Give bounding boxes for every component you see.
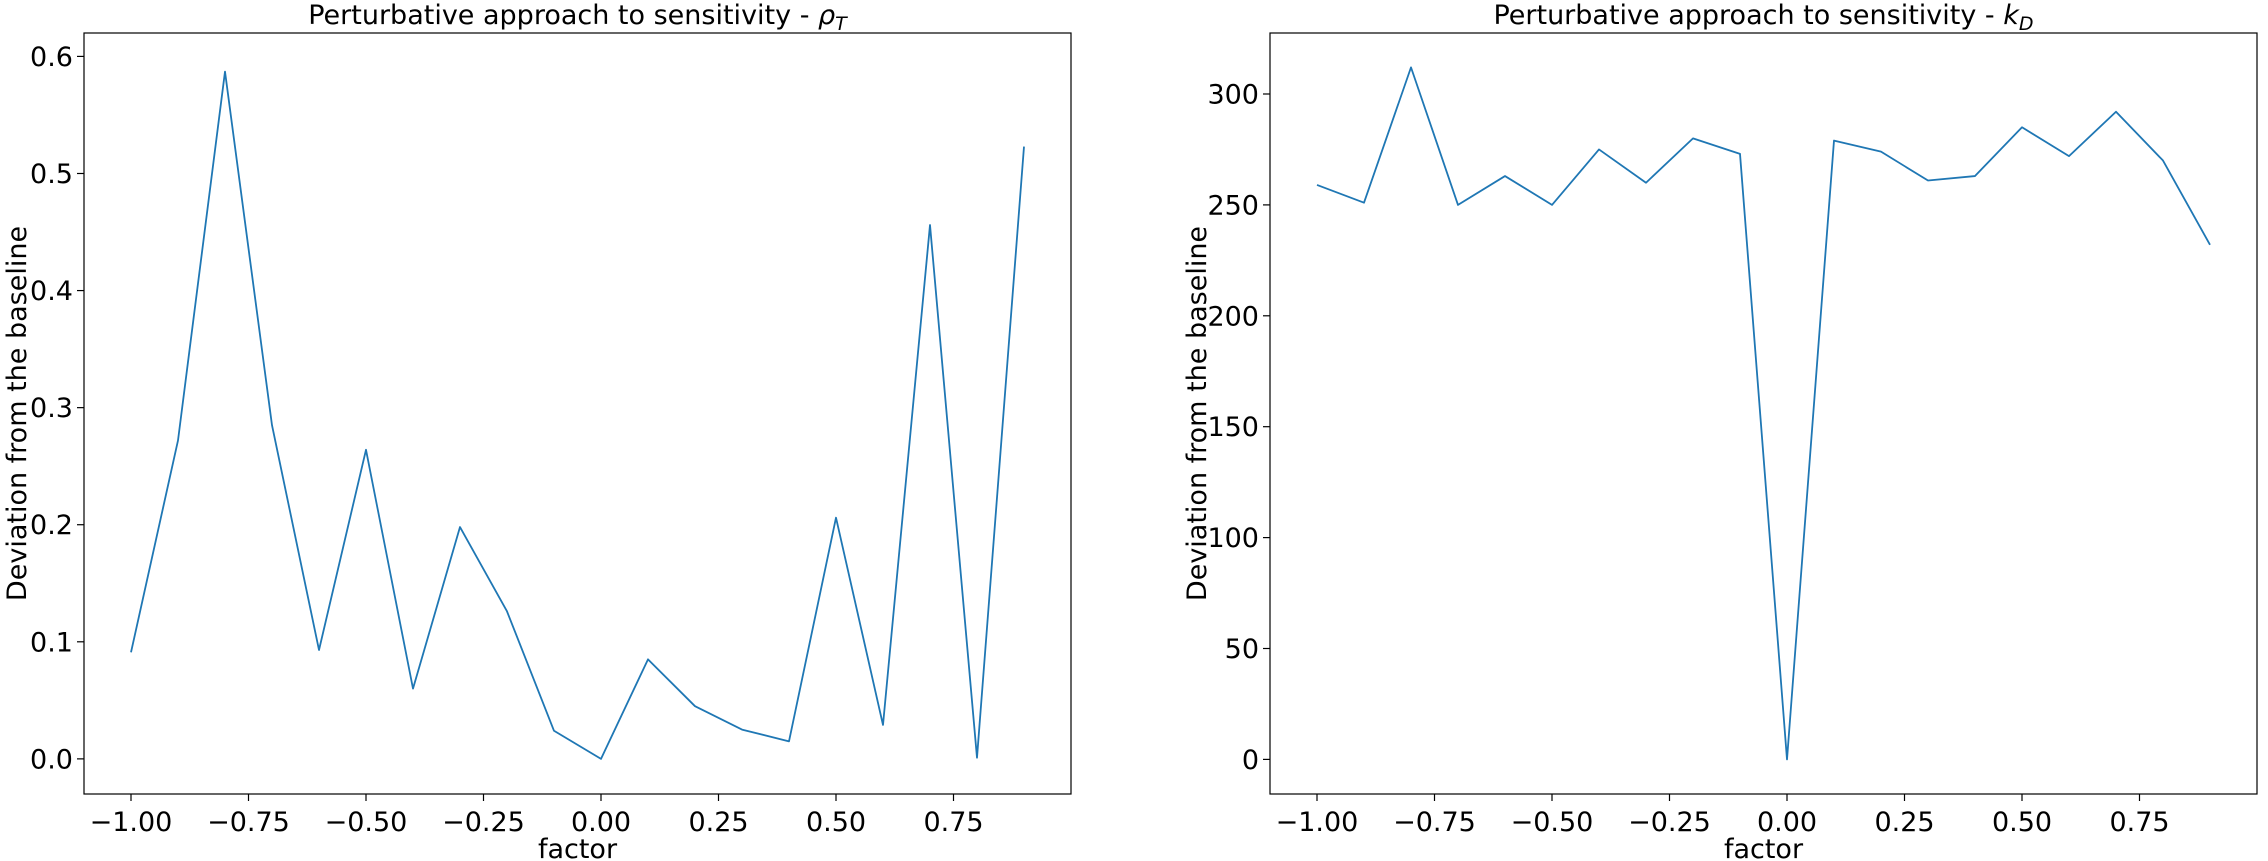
chart-title: Perturbative approach to sensitivity - ρ… — [308, 0, 848, 35]
x-tick-label: −0.50 — [1511, 807, 1594, 838]
y-tick-label: 0.6 — [30, 42, 73, 73]
x-tick-label: −1.00 — [90, 807, 173, 838]
y-tick-label: 50 — [1225, 634, 1259, 665]
x-tick-label: 0.00 — [1757, 807, 1817, 838]
x-tick-label: 0.00 — [571, 807, 631, 838]
axes-frame — [1269, 32, 2258, 795]
x-tick-label: −0.75 — [207, 807, 290, 838]
y-tick-label: 0.2 — [30, 510, 73, 541]
x-tick-label: 0.25 — [1874, 807, 1934, 838]
chart-title-subscript: T — [835, 13, 848, 35]
y-tick-label: 0.3 — [30, 393, 73, 424]
axes-frame — [83, 32, 1072, 795]
x-tick-label: 0.50 — [806, 807, 866, 838]
x-tick-label: −0.75 — [1393, 807, 1476, 838]
y-tick-label: 300 — [1207, 79, 1259, 110]
chart-title-text: Perturbative approach to sensitivity - — [308, 0, 818, 31]
x-axis-label: factor — [1724, 834, 1804, 861]
x-axis-label: factor — [538, 834, 618, 861]
series-line — [1316, 66, 2211, 761]
y-tick-label: 250 — [1207, 190, 1259, 221]
series-line — [130, 70, 1025, 760]
y-axis-label: Deviation from the baseline — [2, 226, 33, 601]
x-tick-label: 0.75 — [923, 807, 983, 838]
chart-panel-1: −1.00 −0.75 −0.50 −0.25 0.00 0.25 0.50 0.75 0.0 0… — [2, 0, 1072, 861]
chart-panel-2: −1.00 −0.75 −0.50 −0.25 0.00 0.25 0.50 0.75 0 50 1… — [1182, 0, 2258, 861]
x-tick-label: 0.25 — [688, 807, 748, 838]
chart-title-text: Perturbative approach to sensitivity - — [1493, 0, 2003, 31]
x-tick-label: 0.50 — [1992, 807, 2052, 838]
x-tick-label: −0.25 — [442, 807, 525, 838]
y-tick-label: 0 — [1242, 745, 1259, 776]
x-tick-label: 0.75 — [2109, 807, 2169, 838]
y-tick-label: 200 — [1207, 301, 1259, 332]
y-axis-label: Deviation from the baseline — [1182, 226, 1213, 601]
y-tick-label: 100 — [1207, 523, 1259, 554]
chart-title-symbol: ρ — [818, 0, 835, 31]
x-tick-label: −0.50 — [325, 807, 408, 838]
y-tick-label: 0.4 — [30, 276, 73, 307]
y-tick-label: 0.1 — [30, 627, 73, 658]
x-tick-label: −1.00 — [1276, 807, 1359, 838]
y-tick-label: 0.5 — [30, 159, 73, 190]
chart-title: Perturbative approach to sensitivity - k… — [1493, 0, 2033, 35]
y-tick-label: 0.0 — [30, 744, 73, 775]
chart-title-subscript: D — [2019, 13, 2034, 35]
y-tick-label: 150 — [1207, 412, 1259, 443]
chart-title-symbol: k — [2003, 0, 2020, 31]
x-tick-label: −0.25 — [1628, 807, 1711, 838]
